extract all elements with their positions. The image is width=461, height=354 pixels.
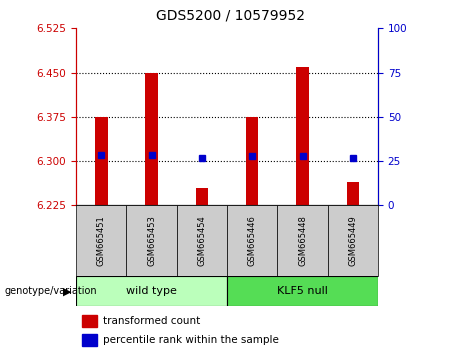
Text: percentile rank within the sample: percentile rank within the sample — [103, 335, 279, 345]
Bar — [296, 67, 309, 205]
Bar — [95, 117, 107, 205]
FancyBboxPatch shape — [177, 205, 227, 276]
Bar — [195, 188, 208, 205]
Text: GSM665448: GSM665448 — [298, 215, 307, 266]
FancyBboxPatch shape — [76, 276, 227, 306]
Text: GSM665454: GSM665454 — [197, 215, 207, 266]
Text: GDS5200 / 10579952: GDS5200 / 10579952 — [156, 9, 305, 23]
Text: genotype/variation: genotype/variation — [5, 286, 97, 296]
Bar — [347, 182, 359, 205]
FancyBboxPatch shape — [278, 205, 328, 276]
FancyBboxPatch shape — [227, 205, 278, 276]
Text: wild type: wild type — [126, 286, 177, 296]
FancyBboxPatch shape — [328, 205, 378, 276]
FancyBboxPatch shape — [227, 276, 378, 306]
Bar — [82, 334, 97, 346]
Text: transformed count: transformed count — [103, 316, 201, 326]
FancyBboxPatch shape — [126, 205, 177, 276]
Bar — [246, 117, 259, 205]
Text: GSM665446: GSM665446 — [248, 215, 257, 266]
Bar — [145, 73, 158, 205]
Text: ▶: ▶ — [63, 286, 71, 296]
Text: GSM665451: GSM665451 — [97, 215, 106, 266]
Bar — [82, 315, 97, 327]
Text: KLF5 null: KLF5 null — [277, 286, 328, 296]
Text: GSM665449: GSM665449 — [349, 215, 357, 266]
Text: GSM665453: GSM665453 — [147, 215, 156, 266]
FancyBboxPatch shape — [76, 205, 126, 276]
